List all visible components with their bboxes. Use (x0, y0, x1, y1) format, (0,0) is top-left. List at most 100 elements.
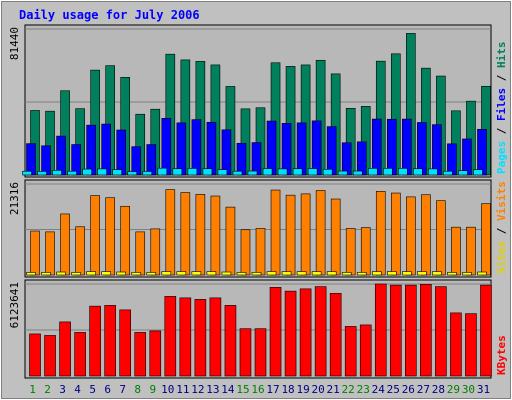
bar-kbytes-day-7 (119, 309, 132, 377)
bar-kbytes-day-31 (480, 284, 492, 377)
bar-pages-day-5 (82, 168, 92, 176)
bar-sites-day-1 (26, 272, 36, 276)
bar-files-day-17 (266, 120, 277, 176)
bar-kbytes-day-26 (405, 284, 417, 377)
bar-sites-day-31 (477, 271, 487, 276)
legend-separator: / (495, 121, 508, 141)
bar-visits-day-7 (120, 205, 131, 276)
bar-kbytes-day-27 (420, 284, 432, 377)
bar-pages-day-16 (247, 170, 258, 176)
bar-pages-day-6 (97, 168, 107, 176)
bar-pages-day-9 (142, 171, 153, 176)
x-tick-label-day-5: 5 (89, 383, 96, 396)
x-tick-label-day-26: 26 (402, 383, 415, 396)
bar-pages-day-7 (112, 169, 123, 176)
bar-pages-day-22 (337, 170, 348, 176)
bar-pages-day-28 (428, 168, 438, 176)
bar-pages-day-20 (307, 168, 318, 176)
bar-sites-day-7 (116, 271, 127, 276)
bar-files-day-20 (311, 120, 322, 176)
bar-sites-day-26 (402, 271, 412, 276)
bar-sites-day-14 (221, 271, 232, 276)
bar-sites-day-15 (236, 272, 247, 276)
bar-files-day-11 (176, 122, 187, 176)
bar-files-day-5 (86, 124, 96, 176)
bar-sites-day-20 (311, 271, 322, 276)
legend-pages: Pages (495, 141, 508, 174)
x-tick-label-day-6: 6 (104, 383, 111, 396)
bar-visits-day-30 (466, 226, 476, 276)
bar-visits-day-11 (180, 192, 191, 276)
bar-kbytes-day-16 (254, 328, 267, 377)
bar-pages-day-10 (157, 167, 168, 176)
x-tick-label-day-19: 19 (296, 383, 309, 396)
bar-pages-day-27 (413, 168, 423, 176)
bar-visits-day-22 (345, 228, 356, 276)
bar-sites-day-4 (71, 272, 81, 276)
bar-kbytes-day-8 (134, 332, 147, 377)
bar-sites-day-8 (131, 272, 142, 276)
bar-sites-day-27 (417, 271, 427, 276)
bar-visits-day-10 (165, 189, 176, 276)
bar-files-day-29 (447, 143, 457, 176)
bar-sites-day-12 (191, 271, 202, 276)
legend-sites: Sites (495, 241, 508, 274)
bar-sites-day-11 (176, 271, 187, 276)
bar-visits-day-6 (105, 197, 115, 276)
bar-visits-day-3 (60, 213, 70, 276)
bar-files-day-24 (371, 118, 382, 176)
bar-pages-day-25 (382, 168, 393, 176)
bar-kbytes-day-19 (299, 288, 312, 377)
bar-sites-day-2 (41, 272, 51, 276)
bar-pages-day-12 (187, 168, 198, 176)
bar-pages-day-8 (127, 171, 138, 176)
bar-pages-day-18 (277, 168, 288, 176)
bar-kbytes-day-29 (450, 312, 462, 377)
bar-pages-day-23 (352, 170, 363, 176)
bar-kbytes-day-12 (194, 299, 207, 377)
x-tick-label-day-27: 27 (417, 383, 430, 396)
legend-bot: KBytes (495, 335, 508, 375)
bar-pages-day-26 (398, 168, 408, 176)
bar-files-day-10 (161, 118, 172, 176)
max-label-top: 81440 (8, 27, 21, 60)
bars-bot (29, 283, 492, 377)
bar-kbytes-day-1 (29, 333, 41, 377)
bar-pages-day-4 (67, 170, 77, 176)
bar-visits-day-18 (285, 194, 296, 276)
bar-visits-day-16 (255, 228, 266, 276)
bar-kbytes-day-3 (59, 321, 71, 377)
bar-sites-day-13 (206, 271, 217, 276)
bar-sites-day-29 (447, 272, 457, 276)
x-tick-label-day-4: 4 (74, 383, 81, 396)
bar-files-day-12 (191, 119, 202, 176)
bar-sites-day-10 (161, 271, 172, 276)
bar-files-day-16 (251, 142, 262, 176)
bar-files-day-26 (402, 118, 412, 176)
bar-kbytes-day-2 (44, 335, 56, 377)
x-tick-label-day-20: 20 (312, 383, 325, 396)
x-tick-label-day-23: 23 (357, 383, 370, 396)
bar-kbytes-day-18 (284, 290, 297, 377)
bar-visits-day-23 (360, 227, 371, 276)
bar-kbytes-day-13 (209, 297, 222, 377)
bar-pages-day-14 (217, 169, 228, 176)
bar-sites-day-21 (326, 271, 337, 276)
bars-top (22, 33, 491, 176)
bar-files-day-19 (296, 122, 307, 176)
bar-sites-day-9 (146, 272, 157, 276)
x-tick-label-day-8: 8 (134, 383, 141, 396)
bar-files-day-25 (386, 118, 397, 176)
bar-pages-day-30 (458, 170, 468, 176)
bar-kbytes-day-25 (389, 284, 402, 377)
bar-files-day-18 (281, 123, 292, 176)
bar-visits-day-28 (436, 200, 446, 276)
bar-sites-day-3 (56, 271, 66, 276)
bar-files-day-14 (221, 129, 232, 176)
bar-visits-day-17 (270, 189, 281, 276)
bar-kbytes-day-17 (269, 287, 282, 377)
bar-visits-day-13 (210, 195, 221, 276)
bar-visits-day-8 (135, 231, 146, 276)
bar-pages-day-13 (202, 168, 213, 176)
